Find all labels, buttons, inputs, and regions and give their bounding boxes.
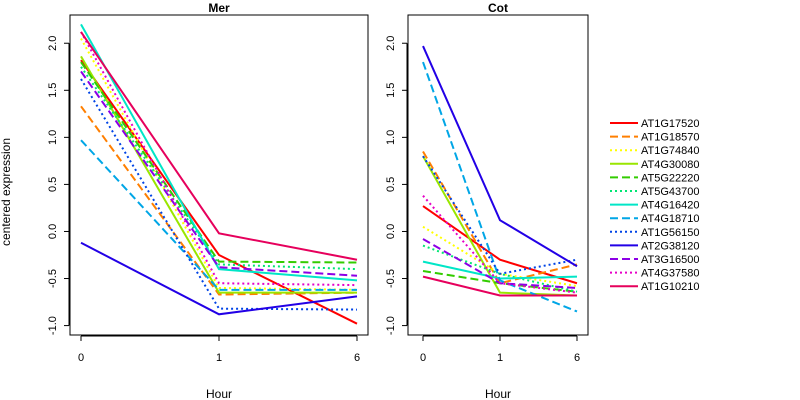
- legend-item: AT2G38120: [610, 240, 700, 252]
- y-tick-label: 0.5: [385, 177, 397, 192]
- legend-label: AT1G18570: [641, 132, 700, 144]
- series-line-at1g18570: [80, 105, 358, 296]
- legend-label: AT5G22220: [641, 172, 700, 184]
- series-line-at1g17520: [422, 205, 578, 285]
- series-line-at1g10210: [80, 31, 358, 261]
- series-line-at5g22220: [80, 61, 358, 264]
- series-line-at3g16500: [80, 70, 358, 277]
- y-tick-label: -0.5: [47, 269, 59, 288]
- series-line-at1g56150: [422, 155, 578, 275]
- y-tick-label: -1.0: [385, 316, 397, 335]
- legend-item: AT4G37580: [610, 268, 700, 280]
- panel-cot: Cot -1.0 -0.5 0.0 0.5 1.0 1.5 2.0 0 1 6 Hour: [385, 1, 589, 400]
- y-tick-label: 2.0: [385, 36, 397, 51]
- series-line-at4g37580: [422, 195, 578, 294]
- panel-title: Mer: [208, 1, 230, 15]
- legend-label: AT2G38120: [641, 240, 700, 252]
- y-tick-label: 1.0: [47, 130, 59, 145]
- x-tick-label: 0: [78, 352, 84, 364]
- series-line-at1g17520: [80, 59, 358, 325]
- legend-label: AT3G16500: [641, 254, 700, 266]
- y-tick-label: -1.0: [47, 316, 59, 335]
- y-tick-label: 0.0: [47, 224, 59, 239]
- legend-label: AT4G30080: [641, 159, 700, 171]
- panel-mer: Mer -1.0 -0.5 0.0 0.5 1.0 1.5 2.0 0 1 6 Hour: [47, 1, 369, 400]
- x-tick-label: 6: [574, 352, 580, 364]
- y-axis-title: centered expression: [0, 138, 13, 246]
- legend-label: AT4G18710: [641, 213, 700, 225]
- x-axis-title: Hour: [485, 387, 511, 400]
- x-tick-label: 1: [497, 352, 503, 364]
- legend-item: AT1G56150: [610, 227, 700, 239]
- series-line-at1g74840: [80, 38, 358, 291]
- legend-label: AT5G43700: [641, 186, 700, 198]
- legend-item: AT3G16500: [610, 254, 700, 266]
- series-line-at4g16420: [80, 23, 358, 282]
- x-tick-label: 0: [420, 352, 426, 364]
- legend-label: AT4G37580: [641, 268, 700, 280]
- series-line-at4g37580: [80, 31, 358, 287]
- legend: AT1G17520AT1G18570AT1G74840AT4G30080AT5G…: [610, 118, 700, 293]
- legend-label: AT1G56150: [641, 227, 700, 239]
- y-tick-label: 1.5: [385, 83, 397, 98]
- series-line-at2g38120: [80, 241, 358, 316]
- legend-item: AT1G10210: [610, 281, 700, 293]
- y-tick-label: 0.0: [385, 224, 397, 239]
- series-line-at5g43700: [80, 66, 358, 271]
- y-tick-label: 2.0: [47, 36, 59, 51]
- legend-label: AT1G10210: [641, 281, 700, 293]
- panel-title: Cot: [488, 1, 508, 15]
- legend-item: AT4G16420: [610, 200, 700, 212]
- legend-item: AT4G18710: [610, 213, 700, 225]
- series-line-at4g18710: [80, 139, 357, 291]
- legend-item: AT4G30080: [610, 159, 700, 171]
- x-axis-title: Hour: [206, 387, 232, 400]
- legend-label: AT4G16420: [641, 200, 700, 212]
- plot-frame: [69, 14, 369, 336]
- series-line-at2g38120: [422, 45, 578, 268]
- y-tick-label: 0.5: [47, 177, 59, 192]
- series-line-at1g10210: [422, 275, 577, 297]
- legend-item: AT5G43700: [610, 186, 700, 198]
- legend-item: AT5G22220: [610, 172, 700, 184]
- legend-item: AT1G74840: [610, 145, 700, 157]
- plot-frame: [407, 14, 589, 336]
- y-tick-label: 1.5: [47, 83, 59, 98]
- series-line-at4g18710: [422, 61, 578, 313]
- legend-item: AT1G17520: [610, 118, 700, 130]
- legend-label: AT1G74840: [641, 145, 700, 157]
- x-tick-label: 1: [216, 352, 222, 364]
- legend-item: AT1G18570: [610, 132, 700, 144]
- x-tick-label: 6: [354, 352, 360, 364]
- legend-label: AT1G17520: [641, 118, 700, 130]
- y-tick-label: 1.0: [385, 130, 397, 145]
- y-tick-label: -0.5: [385, 269, 397, 288]
